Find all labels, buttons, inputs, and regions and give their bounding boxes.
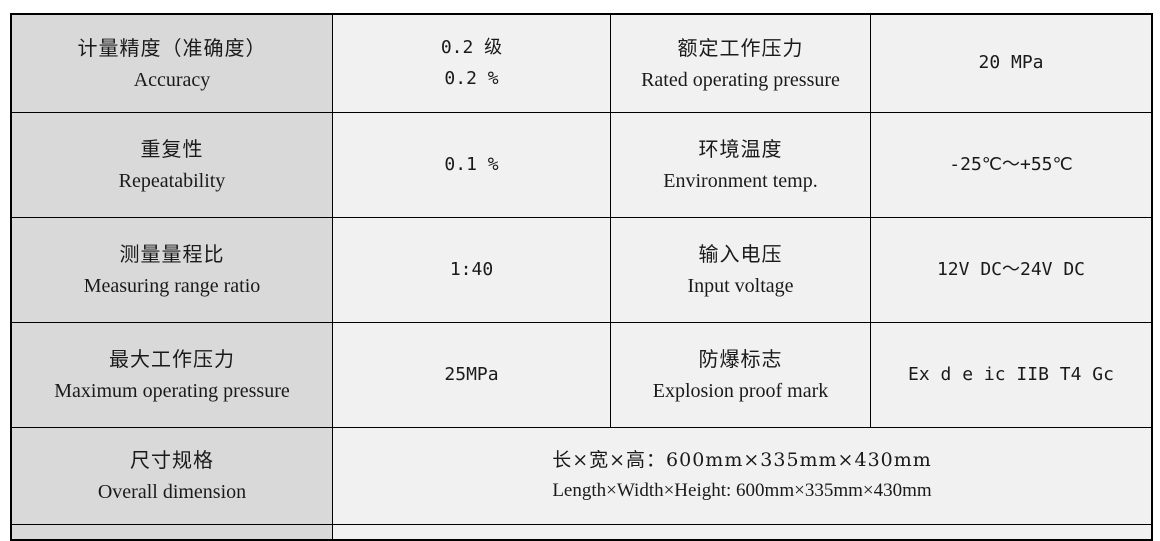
environment-temp-value: -25℃～+55℃ xyxy=(949,153,1073,175)
accuracy-label-en: Accuracy xyxy=(133,68,211,91)
explosion-proof-label-en: Explosion proof mark xyxy=(652,380,829,402)
accuracy-value-line2: 0.2 % xyxy=(444,67,499,89)
cell-range-ratio-label: 测量量程比 Measuring range ratio xyxy=(12,218,332,322)
cell-rated-pressure-label: 额定工作压力 Rated operating pressure xyxy=(611,15,870,112)
cell-repeatability-value: 0.1 % xyxy=(333,113,610,217)
cell-max-pressure-value: 25MPa xyxy=(333,323,610,427)
range-ratio-label-en: Measuring range ratio xyxy=(83,275,261,297)
max-pressure-label-en: Maximum operating pressure xyxy=(54,380,290,402)
cell-partial-row-value xyxy=(333,525,1151,539)
spec-table: 计量精度（准确度） Accuracy 0.2 级 0.2 % 额定工作压力 Ra… xyxy=(10,13,1153,541)
cell-accuracy-value: 0.2 级 0.2 % xyxy=(333,15,610,112)
cell-rated-pressure-value: 20 MPa xyxy=(871,15,1151,112)
accuracy-value-line1: 0.2 级 xyxy=(440,36,503,58)
cell-explosion-proof-value: Ex d e ic IIB T4 Gc xyxy=(871,323,1151,427)
rated-pressure-label-en: Rated operating pressure xyxy=(641,68,840,91)
range-ratio-value: 1:40 xyxy=(449,258,494,280)
cell-repeatability-label: 重复性 Repeatability xyxy=(12,113,332,217)
cell-dimension-label: 尺寸规格 Overall dimension xyxy=(12,428,332,524)
max-pressure-value: 25MPa xyxy=(444,363,499,385)
dimension-label-en: Overall dimension xyxy=(97,481,247,503)
input-voltage-label-zh: 输入电压 xyxy=(698,242,783,266)
cell-environment-temp-label: 环境温度 Environment temp. xyxy=(611,113,870,217)
cell-accuracy-label: 计量精度（准确度） Accuracy xyxy=(12,15,332,112)
cell-input-voltage-label: 输入电压 Input voltage xyxy=(611,218,870,322)
cell-dimension-value: 长×宽×高：600mm×335mm×430mm Length×Width×Hei… xyxy=(333,428,1151,524)
rated-pressure-label-zh: 额定工作压力 xyxy=(677,35,804,60)
range-ratio-label-zh: 测量量程比 xyxy=(119,242,225,266)
accuracy-label-zh: 计量精度（准确度） xyxy=(77,35,267,60)
input-voltage-label-en: Input voltage xyxy=(687,275,794,297)
repeatability-value: 0.1 % xyxy=(444,153,499,175)
cell-input-voltage-value: 12V DC～24V DC xyxy=(871,218,1151,322)
rated-pressure-value: 20 MPa xyxy=(978,52,1044,74)
max-pressure-label-zh: 最大工作压力 xyxy=(109,347,235,371)
cell-max-pressure-label: 最大工作压力 Maximum operating pressure xyxy=(12,323,332,427)
input-voltage-value: 12V DC～24V DC xyxy=(936,258,1086,280)
cell-environment-temp-value: -25℃～+55℃ xyxy=(871,113,1151,217)
cell-range-ratio-value: 1:40 xyxy=(333,218,610,322)
cell-partial-row-label xyxy=(12,525,332,539)
explosion-proof-value: Ex d e ic IIB T4 Gc xyxy=(908,363,1114,385)
dimension-value-zh: 长×宽×高：600mm×335mm×430mm xyxy=(552,449,932,472)
repeatability-label-zh: 重复性 xyxy=(140,137,204,161)
cell-explosion-proof-label: 防爆标志 Explosion proof mark xyxy=(611,323,870,427)
explosion-proof-label-zh: 防爆标志 xyxy=(698,347,783,371)
environment-temp-label-en: Environment temp. xyxy=(663,170,818,192)
dimension-value-en: Length×Width×Height: 600mm×335mm×430mm xyxy=(552,480,932,501)
repeatability-label-en: Repeatability xyxy=(118,170,226,192)
environment-temp-label-zh: 环境温度 xyxy=(698,137,783,161)
dimension-label-zh: 尺寸规格 xyxy=(130,448,214,472)
